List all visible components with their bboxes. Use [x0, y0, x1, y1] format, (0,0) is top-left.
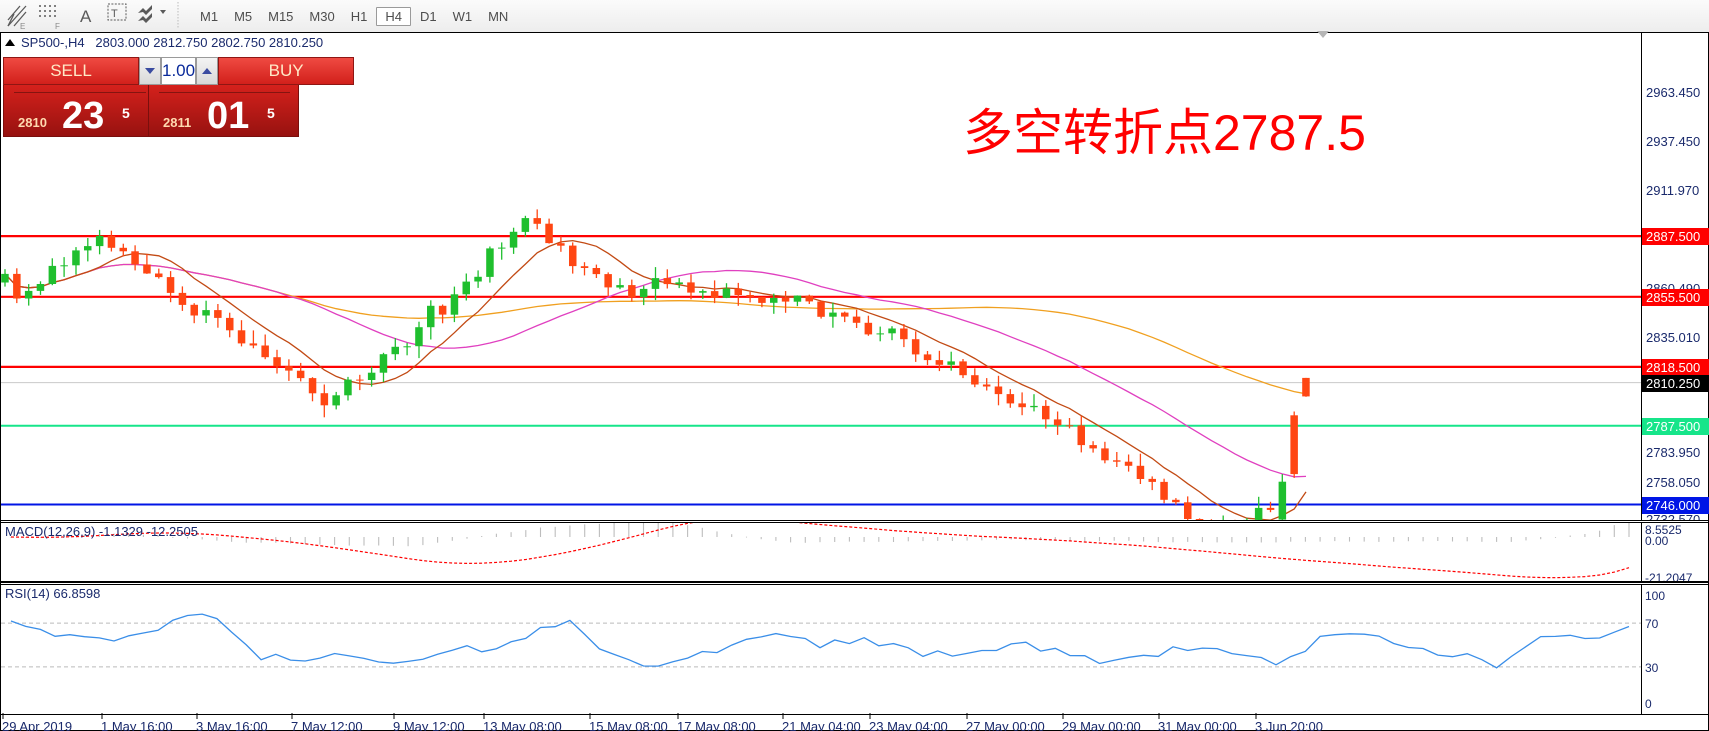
svg-text:F: F	[55, 22, 60, 31]
svg-text:T: T	[111, 8, 118, 20]
svg-text:A: A	[80, 7, 92, 26]
svg-text:E: E	[20, 22, 25, 31]
